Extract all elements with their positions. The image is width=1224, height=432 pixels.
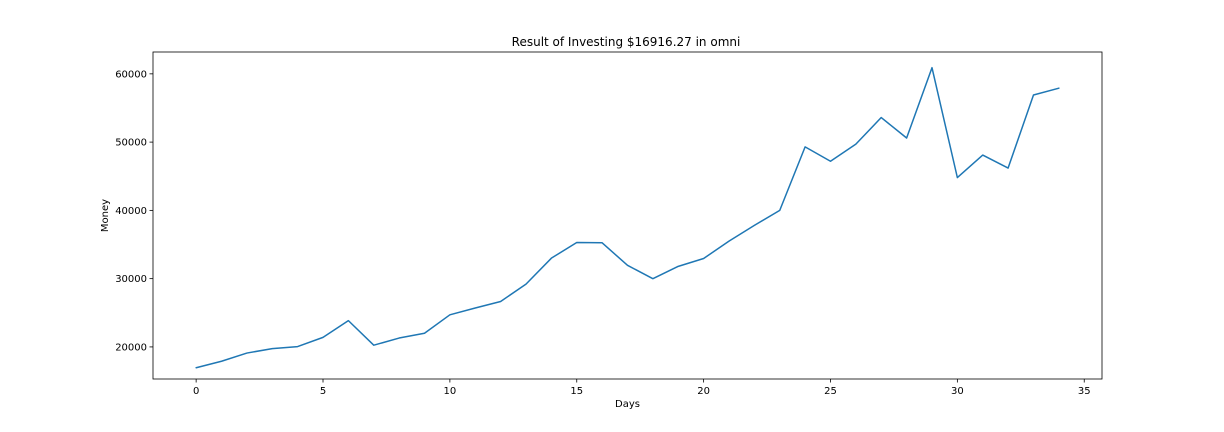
x-tick-label: 15 bbox=[570, 386, 583, 397]
x-tick-label: 20 bbox=[697, 386, 710, 397]
x-axis: 0 5 10 15 20 25 30 35 bbox=[193, 379, 1091, 397]
y-axis-label: Money bbox=[100, 199, 111, 232]
plot-frame bbox=[152, 51, 1103, 380]
series-line bbox=[195, 66, 1060, 369]
y-axis: 20000 30000 40000 50000 60000 bbox=[115, 69, 153, 353]
y-tick-label: 40000 bbox=[115, 206, 147, 217]
x-tick-label: 25 bbox=[824, 386, 837, 397]
y-tick-label: 60000 bbox=[115, 69, 147, 80]
x-tick-label: 10 bbox=[444, 386, 457, 397]
plot-area bbox=[195, 66, 1060, 369]
x-tick-label: 5 bbox=[320, 386, 326, 397]
x-tick-label: 0 bbox=[193, 386, 199, 397]
chart-title: Result of Investing $16916.27 in omni bbox=[512, 35, 741, 49]
x-tick-label: 30 bbox=[951, 386, 964, 397]
x-axis-label: Days bbox=[615, 399, 640, 410]
y-tick-label: 30000 bbox=[115, 274, 147, 285]
y-tick-label: 50000 bbox=[115, 138, 147, 149]
y-tick-label: 20000 bbox=[115, 342, 147, 353]
x-tick-label: 35 bbox=[1078, 386, 1091, 397]
